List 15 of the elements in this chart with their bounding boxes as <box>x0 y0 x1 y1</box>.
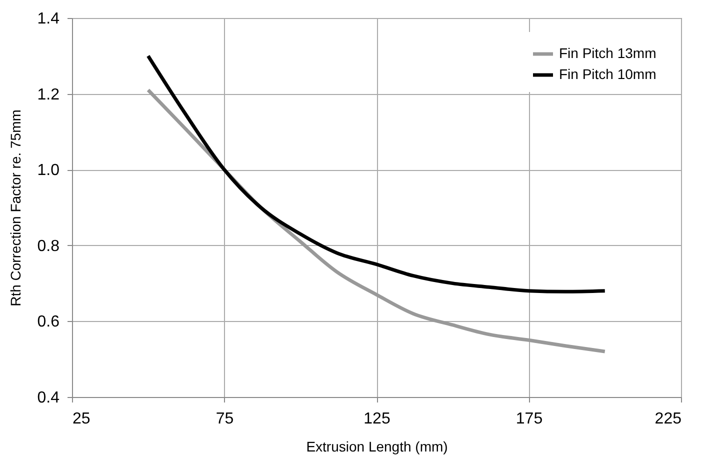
y-tick-label: 0.8 <box>37 238 60 255</box>
x-axis-title: Extrusion Length (mm) <box>306 438 448 454</box>
x-tick-label: 75 <box>216 410 234 428</box>
y-tick-label: 1.0 <box>37 162 60 180</box>
legend-label: Fin Pitch 13mm <box>559 45 656 61</box>
y-tick-label: 0.6 <box>37 314 60 331</box>
y-tick-label: 1.2 <box>37 86 60 104</box>
y-axis-title: Rth Correction Factor re. 75mm <box>7 110 24 306</box>
x-tick-label: 175 <box>516 410 543 428</box>
legend-label: Fin Pitch 10mm <box>559 66 656 82</box>
x-tick-label: 225 <box>654 410 682 428</box>
x-tick-label: 125 <box>364 410 390 428</box>
x-tick-label: 25 <box>72 410 90 428</box>
y-tick-label: 1.4 <box>37 10 60 28</box>
y-tick-label: 0.4 <box>37 390 60 406</box>
